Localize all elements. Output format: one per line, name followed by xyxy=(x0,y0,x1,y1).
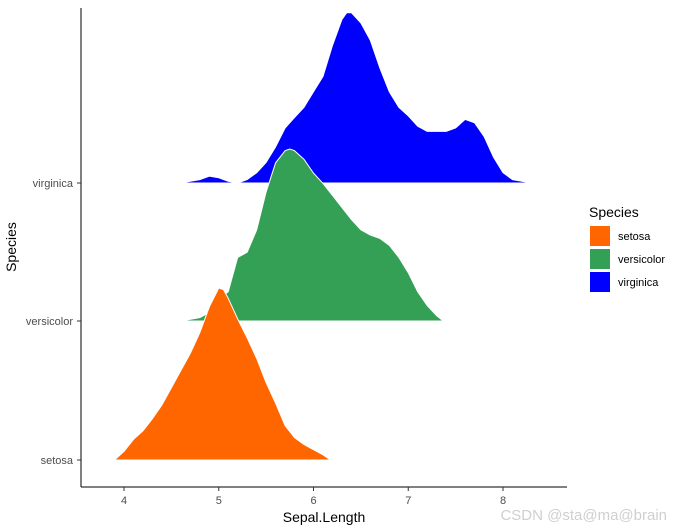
y-tick-label: setosa xyxy=(41,455,74,467)
legend-label-setosa: setosa xyxy=(618,231,651,243)
legend: Species setosa versicolor virginica xyxy=(589,204,665,292)
x-tick-label: 7 xyxy=(405,495,411,507)
legend-swatch-virginica xyxy=(590,272,610,292)
x-tick-label: 8 xyxy=(500,495,506,507)
x-tick-label: 4 xyxy=(121,495,127,507)
ridge-setosa xyxy=(113,287,333,461)
y-axis-title: Species xyxy=(3,222,19,272)
watermark: CSDN @sta@ma@brain xyxy=(500,507,667,524)
y-ticks: setosa versicolor virginica xyxy=(26,178,81,467)
legend-swatch-setosa xyxy=(590,226,610,246)
legend-title: Species xyxy=(589,204,639,220)
y-tick-label: versicolor xyxy=(26,316,73,328)
x-tick-label: 5 xyxy=(216,495,222,507)
x-tick-label: 6 xyxy=(310,495,316,507)
ridge-virginica xyxy=(180,12,532,184)
x-axis-title: Sepal.Length xyxy=(283,509,366,525)
legend-swatch-versicolor xyxy=(590,249,610,269)
y-tick-label: virginica xyxy=(33,178,74,190)
x-ticks: 4 5 6 7 8 xyxy=(121,487,506,507)
legend-label-versicolor: versicolor xyxy=(618,254,665,266)
density-ridges xyxy=(113,12,532,461)
ridge-versicolor xyxy=(180,148,445,322)
legend-label-virginica: virginica xyxy=(618,277,659,289)
